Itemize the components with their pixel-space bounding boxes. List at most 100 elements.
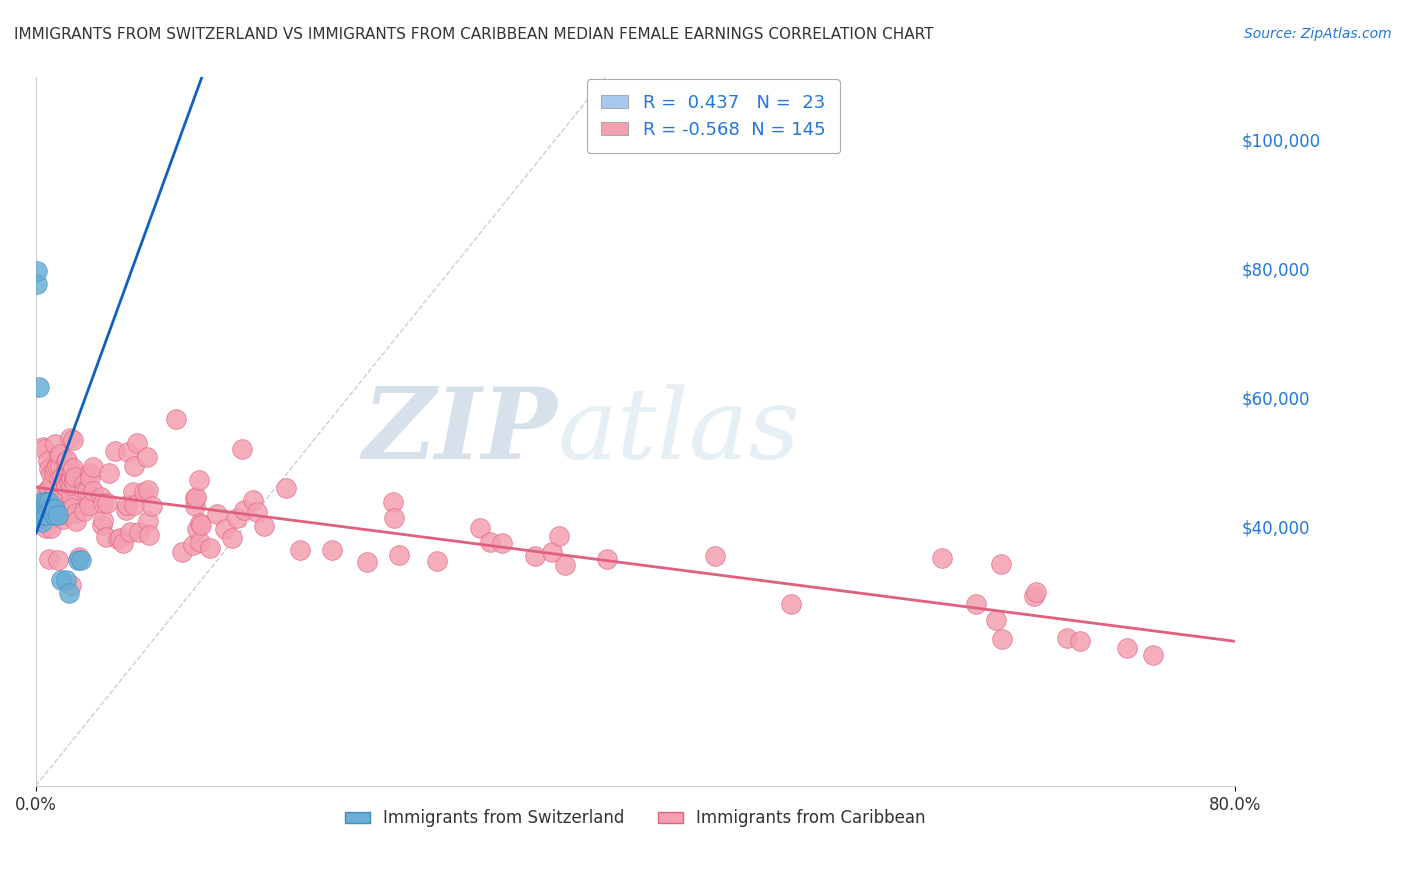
Point bbox=[136, 515, 159, 529]
Point bbox=[91, 513, 114, 527]
Point bbox=[42, 467, 65, 481]
Point bbox=[595, 552, 617, 566]
Point bbox=[76, 484, 98, 499]
Point bbox=[72, 476, 94, 491]
Point bbox=[79, 471, 101, 485]
Point bbox=[51, 469, 73, 483]
Point bbox=[53, 507, 76, 521]
Point bbox=[138, 528, 160, 542]
Point bbox=[90, 491, 112, 505]
Point bbox=[30, 487, 52, 501]
Point bbox=[524, 549, 547, 564]
Point bbox=[62, 433, 84, 447]
Point bbox=[60, 464, 83, 478]
Point bbox=[53, 474, 76, 488]
Point bbox=[111, 535, 134, 549]
Point bbox=[82, 483, 104, 498]
Point bbox=[122, 485, 145, 500]
Point bbox=[58, 474, 80, 488]
Point bbox=[122, 498, 145, 512]
Point bbox=[44, 502, 66, 516]
Point bbox=[55, 573, 77, 587]
Text: $60,000: $60,000 bbox=[1241, 391, 1310, 409]
Point bbox=[44, 437, 66, 451]
Point bbox=[27, 263, 49, 277]
Point bbox=[107, 532, 129, 546]
Point bbox=[56, 499, 79, 513]
Point bbox=[60, 471, 83, 485]
Point bbox=[117, 445, 139, 459]
Point bbox=[31, 495, 53, 509]
Point bbox=[479, 534, 502, 549]
Point bbox=[34, 442, 56, 456]
Point bbox=[58, 475, 80, 490]
Point bbox=[132, 484, 155, 499]
Point bbox=[34, 503, 56, 517]
Point bbox=[1142, 648, 1164, 662]
Point bbox=[28, 489, 51, 503]
Point bbox=[65, 514, 87, 528]
Text: $40,000: $40,000 bbox=[1241, 519, 1310, 537]
Point bbox=[38, 512, 60, 526]
Point bbox=[205, 507, 228, 521]
Point bbox=[274, 481, 297, 495]
Point bbox=[73, 483, 96, 498]
Legend: Immigrants from Switzerland, Immigrants from Caribbean: Immigrants from Switzerland, Immigrants … bbox=[339, 803, 932, 834]
Point bbox=[73, 504, 96, 518]
Point bbox=[120, 524, 142, 539]
Point bbox=[984, 613, 1007, 627]
Point bbox=[91, 517, 114, 532]
Point bbox=[381, 495, 404, 509]
Point bbox=[468, 520, 491, 534]
Point bbox=[246, 505, 269, 519]
Text: atlas: atlas bbox=[557, 384, 800, 479]
Point bbox=[104, 443, 127, 458]
Point bbox=[42, 508, 65, 523]
Point bbox=[779, 597, 801, 611]
Text: $80,000: $80,000 bbox=[1241, 261, 1310, 279]
Point bbox=[59, 431, 82, 445]
Point bbox=[117, 498, 139, 512]
Point bbox=[41, 476, 63, 491]
Point bbox=[136, 483, 159, 497]
Point bbox=[1024, 589, 1046, 603]
Text: IMMIGRANTS FROM SWITZERLAND VS IMMIGRANTS FROM CARIBBEAN MEDIAN FEMALE EARNINGS : IMMIGRANTS FROM SWITZERLAND VS IMMIGRANT… bbox=[14, 27, 934, 42]
Point bbox=[141, 499, 163, 513]
Point bbox=[290, 542, 312, 557]
Point bbox=[48, 459, 70, 474]
Point bbox=[186, 490, 208, 504]
Point bbox=[51, 484, 73, 499]
Point bbox=[32, 508, 55, 523]
Point bbox=[127, 436, 149, 450]
Point bbox=[35, 508, 58, 523]
Point bbox=[65, 506, 87, 520]
Point bbox=[991, 632, 1014, 646]
Point bbox=[51, 573, 73, 587]
Point bbox=[55, 454, 77, 468]
Point bbox=[128, 524, 150, 539]
Point bbox=[77, 498, 100, 512]
Point bbox=[1069, 633, 1091, 648]
Point bbox=[135, 450, 157, 464]
Point bbox=[55, 464, 77, 478]
Point bbox=[1116, 640, 1139, 655]
Point bbox=[188, 535, 211, 549]
Point bbox=[35, 495, 58, 509]
Point bbox=[39, 521, 62, 535]
Point bbox=[63, 475, 86, 489]
Point bbox=[34, 502, 56, 516]
Point bbox=[59, 489, 82, 503]
Point bbox=[541, 544, 564, 558]
Point bbox=[38, 462, 60, 476]
Point bbox=[184, 491, 207, 506]
Point bbox=[52, 512, 75, 526]
Point bbox=[225, 511, 247, 525]
Point bbox=[45, 503, 67, 517]
Point bbox=[48, 450, 70, 464]
Point bbox=[59, 469, 82, 483]
Point bbox=[60, 500, 83, 515]
Point bbox=[48, 508, 70, 523]
Point bbox=[703, 549, 725, 564]
Point bbox=[94, 530, 117, 544]
Point bbox=[31, 440, 53, 454]
